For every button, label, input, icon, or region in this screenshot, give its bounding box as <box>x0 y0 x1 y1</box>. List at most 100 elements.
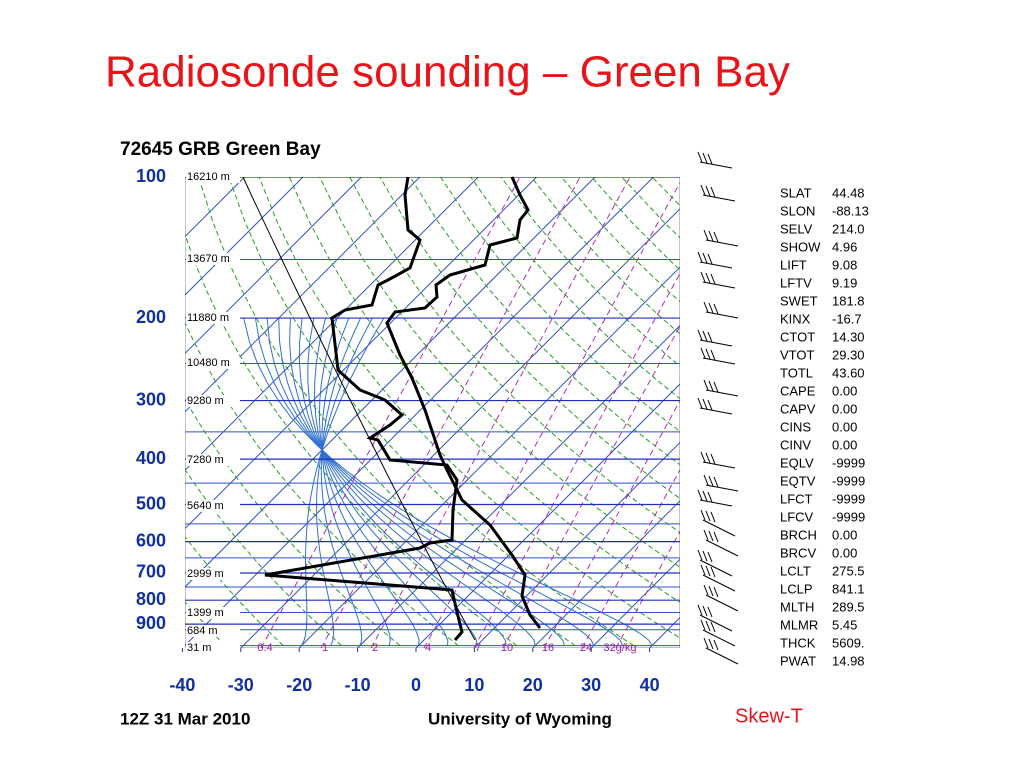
wind-barb-flag <box>705 452 711 464</box>
height-label: 1399 m <box>187 607 224 619</box>
dry-adiabat <box>258 177 680 639</box>
wind-barb-flag <box>710 566 716 578</box>
wind-barb-staff <box>702 519 736 537</box>
mixing-ratio-label: 2 <box>372 642 378 654</box>
wind-barb-flag <box>697 151 703 163</box>
pressure-tick-label: 600 <box>136 530 166 550</box>
mixing-ratio-label: 7 <box>475 642 481 654</box>
dewpoint-profile <box>264 176 464 641</box>
mixing-ratio-label: 10 <box>501 642 513 654</box>
index-name: LFCV <box>780 509 814 524</box>
index-value: 5609. <box>832 635 865 650</box>
isotherm <box>590 558 680 648</box>
pressure-tick-label: 300 <box>136 389 166 409</box>
height-label-bg <box>186 253 240 265</box>
wind-barb-flag <box>697 489 703 501</box>
dry-adiabat <box>185 321 459 646</box>
wind-barb-staff <box>699 614 733 632</box>
wind-barb-staff <box>702 194 736 202</box>
height-label: 16210 m <box>187 171 230 183</box>
index-value: 0.00 <box>832 401 857 416</box>
index-name: CINS <box>780 419 811 434</box>
wind-barb-flag <box>705 348 711 360</box>
wind-barb-flag <box>708 475 714 487</box>
index-value: -88.13 <box>832 203 869 218</box>
index-name: BRCV <box>780 545 816 560</box>
height-label: 7280 m <box>187 454 224 466</box>
wind-barb-flag <box>703 379 709 391</box>
pressure-tick-label: 400 <box>136 448 166 468</box>
pressure-tick-label: 700 <box>136 562 166 582</box>
source: University of Wyoming <box>428 709 612 728</box>
wind-barb-flag <box>697 251 703 263</box>
wind-barb-flag <box>702 252 708 264</box>
temperature-tick-label: 40 <box>640 675 660 695</box>
isotherm <box>240 208 680 648</box>
height-label: 684 m <box>187 625 218 637</box>
wind-barb-flag <box>700 347 706 359</box>
index-value: 0.00 <box>832 437 857 452</box>
height-label-bg <box>186 607 240 619</box>
wind-barb-flag <box>702 605 708 617</box>
mixing-ratio-label: 1 <box>322 642 328 654</box>
wind-barb-flag <box>707 253 713 265</box>
wind-barb-flag <box>713 639 719 651</box>
time: 12Z 31 Mar 2010 <box>120 709 250 728</box>
wind-barb-staff <box>702 574 736 592</box>
wind-barb-flag <box>703 301 709 313</box>
index-value: -9999 <box>832 473 865 488</box>
pressure-tick-label: 100 <box>136 166 166 186</box>
index-value: 5.45 <box>832 617 857 632</box>
isotherm <box>185 177 479 471</box>
index-value: 181.8 <box>832 293 865 308</box>
wind-barb-staff <box>702 281 736 289</box>
isotherm <box>298 266 680 648</box>
wind-barb-flag <box>708 585 714 597</box>
index-value: -9999 <box>832 491 865 506</box>
wind-barb-flag <box>700 451 706 463</box>
pressure-tick-label: 900 <box>136 613 166 633</box>
wind-barb-flag <box>697 604 703 616</box>
wind-barb-flag <box>705 565 711 577</box>
wind-barb-staff <box>705 594 739 612</box>
index-value: 289.5 <box>832 599 865 614</box>
wind-barb-flag <box>702 490 708 502</box>
wind-barb-staff <box>705 389 739 397</box>
index-name: TOTL <box>780 365 813 380</box>
wind-barb-staff <box>702 357 736 365</box>
index-name: EQTV <box>780 473 816 488</box>
wind-barb-staff <box>699 161 733 169</box>
index-name: PWAT <box>780 653 816 668</box>
wind-barb-staff <box>699 261 733 269</box>
wind-barb-flag <box>708 638 714 650</box>
dry-adiabat <box>185 398 401 646</box>
wind-barb-flag <box>707 606 713 618</box>
wind-barb-flag <box>697 549 703 561</box>
wind-barb-staff <box>705 539 739 557</box>
plot-overlay <box>242 176 542 641</box>
wind-barb-staff <box>705 239 739 247</box>
wind-barb-flag <box>703 529 709 541</box>
index-name: VTOT <box>780 347 814 362</box>
index-value: -9999 <box>832 455 865 470</box>
index-value: -16.7 <box>832 311 862 326</box>
wind-barb-flag <box>707 153 713 165</box>
mixing-ratio-label: 0.4 <box>257 642 272 654</box>
index-name: KINX <box>780 311 811 326</box>
dry-adiabat <box>185 232 518 647</box>
slide-title: Radiosonde sounding – Green Bay <box>105 48 790 97</box>
temperature-tick-label: 30 <box>581 675 601 695</box>
wind-barb-staff <box>699 407 733 415</box>
wind-barb-staff <box>702 629 736 647</box>
wind-barb-flag <box>707 491 713 503</box>
height-label-bg <box>186 454 240 466</box>
wind-barb-flag <box>700 271 706 283</box>
index-value: 29.30 <box>832 347 865 362</box>
wind-barb-staff <box>702 461 736 469</box>
index-name: MLTH <box>780 599 814 614</box>
height-label: 13670 m <box>187 253 230 265</box>
index-value: 43.60 <box>832 365 865 380</box>
wind-barb-flag <box>708 302 714 314</box>
mixing-ratio-label: 32g/kg <box>603 642 636 654</box>
dry-adiabat <box>409 177 680 466</box>
